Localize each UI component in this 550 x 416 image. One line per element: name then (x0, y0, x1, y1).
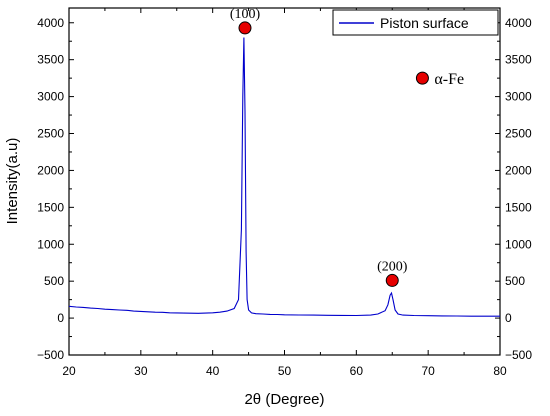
tick-labels: 20 30 40 50 60 70 80 −500 −500 0 0 500 500 1000 1000 15… (37, 16, 532, 378)
y-tick-label-right: 4000 (505, 16, 532, 30)
x-axis-title: 2θ (Degree) (244, 391, 324, 408)
peak-label: (200) (377, 259, 408, 274)
phase-label: α-Fe (434, 71, 464, 88)
y-tick-label-left: 4000 (37, 16, 64, 30)
legend: Piston surface (332, 9, 499, 36)
plot-frame (68, 7, 501, 356)
x-tick-label: 80 (493, 364, 507, 378)
y-tick-label-right: 1500 (505, 200, 532, 214)
y-tick-label-right: 2500 (505, 127, 532, 141)
axis-ticks (68, 8, 501, 356)
x-tick-label: 50 (278, 364, 292, 378)
x-tick-label: 60 (350, 364, 364, 378)
y-tick-label-right: 2000 (505, 163, 532, 177)
y-tick-label-left: 1500 (37, 200, 64, 214)
legend-label: Piston surface (380, 15, 469, 31)
y-tick-label-right: 3500 (505, 53, 532, 67)
peak-markers: (100) (200) α-Fe (230, 7, 464, 287)
y-tick-label-right: 0 (505, 311, 512, 325)
y-tick-label-left: 500 (44, 274, 64, 288)
y-tick-label-left: 1000 (37, 237, 64, 251)
x-tick-label: 40 (206, 364, 220, 378)
x-tick-label: 70 (421, 364, 435, 378)
y-tick-label-left: 0 (57, 311, 64, 325)
y-tick-label-right: 1000 (505, 237, 532, 251)
x-tick-label: 20 (62, 364, 76, 378)
y-tick-label-left: 3000 (37, 90, 64, 104)
phase-marker-icon (415, 71, 429, 85)
y-tick-label-left: 2000 (37, 163, 64, 177)
peak-marker-icon (238, 21, 252, 35)
peak-label: (100) (230, 7, 261, 22)
y-tick-label-right: −500 (505, 348, 532, 362)
y-tick-label-right: 500 (505, 274, 525, 288)
y-tick-label-left: 3500 (37, 53, 64, 67)
y-tick-label-left: 2500 (37, 127, 64, 141)
x-tick-label: 30 (134, 364, 148, 378)
y-axis-title: Intensity(a.u) (4, 138, 21, 225)
series-line-piston-surface (68, 37, 500, 317)
peak-marker-icon (385, 273, 399, 287)
y-tick-label-left: −500 (37, 348, 64, 362)
y-tick-label-right: 3000 (505, 90, 532, 104)
